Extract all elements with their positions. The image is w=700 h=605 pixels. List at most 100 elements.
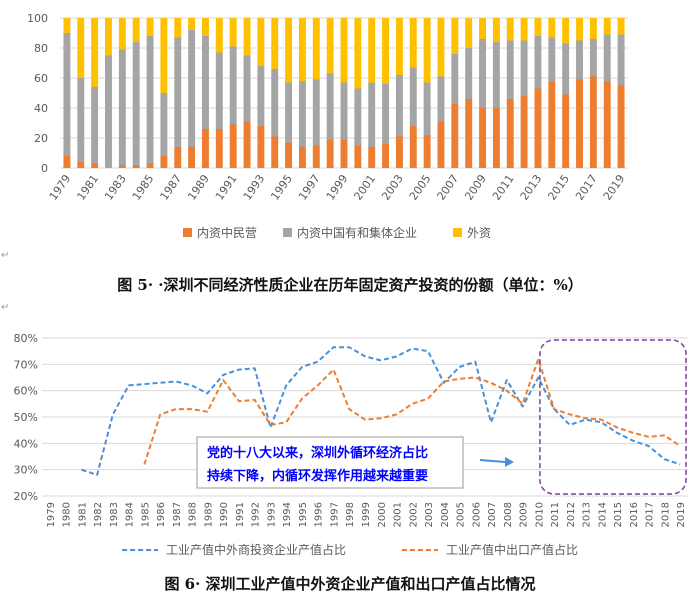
- bar-segment-2: [243, 55, 251, 122]
- x-tick-label: 1999: [324, 172, 351, 202]
- bar-segment-2: [215, 52, 223, 129]
- x-tick-label: 1985: [130, 172, 157, 202]
- x-tick-label: 1992: [251, 502, 262, 527]
- x-tick-label: 2005: [407, 172, 434, 202]
- legend-label: 内资中国有和集体企业: [297, 225, 417, 240]
- series-line-1: [81, 346, 681, 476]
- bar-segment-3: [506, 18, 514, 41]
- x-tick-label: 1999: [361, 502, 372, 527]
- x-tick-label: 1997: [329, 502, 340, 527]
- paragraph-mark: ↵: [1, 302, 10, 313]
- bar-segment-3: [160, 18, 168, 93]
- bar-segment-1: [77, 162, 85, 168]
- legend-label: 工业产值中外商投资企业产值占比: [166, 542, 346, 557]
- x-tick-label: 1990: [219, 502, 230, 527]
- x-tick-label: 2007: [487, 502, 498, 527]
- bar-segment-2: [257, 66, 265, 126]
- x-tick-label: 2005: [456, 502, 467, 527]
- bar-segment-3: [589, 18, 597, 39]
- bar-segment-3: [451, 18, 459, 54]
- annotation-text-line-1: 党的十八大以来，深圳外循环经济占比: [207, 445, 428, 461]
- x-tick-label: 1988: [188, 502, 199, 527]
- x-tick-label: 1989: [185, 172, 212, 202]
- bar-segment-3: [174, 18, 182, 38]
- x-tick-label: 2019: [676, 502, 687, 527]
- bar-segment-2: [520, 40, 528, 96]
- bar-segment-1: [368, 147, 376, 168]
- y-tick-label: 60: [34, 72, 48, 85]
- bar-segment-1: [354, 145, 362, 168]
- bar-segment-2: [465, 48, 473, 99]
- x-tick-label: 1986: [156, 502, 167, 527]
- x-tick-label: 1995: [298, 502, 309, 527]
- x-tick-label: 2016: [629, 502, 640, 527]
- bar-segment-2: [382, 84, 390, 144]
- bar-segment-3: [257, 18, 265, 66]
- bar-segment-2: [298, 81, 306, 147]
- fig6-caption: 图 6· 深圳工业产值中外资企业产值和出口产值占比情况: [164, 575, 536, 593]
- y-tick-label: 40%: [14, 437, 38, 450]
- x-tick-label: 1985: [140, 502, 151, 527]
- bar-segment-2: [174, 37, 182, 147]
- x-tick-label: 1983: [109, 502, 120, 527]
- bar-segment-2: [479, 39, 486, 108]
- bar-segment-3: [285, 18, 293, 83]
- bar-segment-3: [520, 18, 528, 41]
- bar-segment-1: [492, 108, 500, 168]
- bar-segment-3: [368, 18, 376, 83]
- annotation-text-line-2: 持续下降，内循环发挥作用越来越重要: [207, 468, 428, 484]
- bar-segment-3: [354, 18, 362, 89]
- x-tick-label: 2009: [519, 502, 530, 527]
- bar-segment-1: [243, 121, 251, 168]
- bar-segment-3: [215, 18, 223, 53]
- bar-segment-2: [576, 40, 583, 80]
- x-tick-label: 2017: [645, 502, 656, 527]
- x-tick-label: 2013: [582, 502, 593, 527]
- bar-segment-3: [382, 18, 390, 84]
- bar-segment-3: [312, 18, 320, 80]
- bar-segment-2: [188, 30, 196, 147]
- y-tick-label: 80: [34, 42, 48, 55]
- x-tick-label: 1981: [77, 502, 88, 527]
- bar-segment-3: [202, 18, 209, 36]
- bar-segment-2: [589, 39, 597, 77]
- bar-segment-3: [146, 18, 154, 36]
- bar-segment-2: [202, 36, 209, 129]
- x-tick-label: 2018: [660, 502, 671, 527]
- bar-segment-1: [465, 99, 473, 168]
- x-tick-label: 2007: [435, 172, 462, 202]
- bar-segment-2: [562, 43, 570, 95]
- y-tick-label: 50%: [14, 411, 38, 424]
- bar-segment-3: [576, 18, 583, 41]
- y-tick-label: 20%: [14, 490, 38, 503]
- legend-label: 工业产值中出口产值占比: [446, 542, 578, 557]
- bar-segment-1: [298, 147, 306, 168]
- bar-segment-3: [326, 18, 334, 74]
- bar-segment-2: [534, 36, 542, 89]
- x-tick-label: 1983: [102, 172, 129, 202]
- x-tick-label: 1991: [235, 502, 246, 527]
- annotation-box: [196, 436, 464, 489]
- bar-segment-2: [548, 37, 556, 81]
- x-tick-label: 1980: [62, 502, 73, 527]
- y-tick-label: 20: [34, 132, 48, 145]
- x-tick-label: 1995: [268, 172, 295, 202]
- bar-segment-1: [257, 126, 265, 168]
- bar-segment-1: [382, 144, 390, 168]
- bar-segment-2: [354, 88, 362, 146]
- legend-label: 内资中民营: [197, 225, 257, 240]
- bar-segment-2: [340, 82, 348, 140]
- x-tick-label: 2015: [545, 172, 572, 202]
- x-tick-label: 2008: [503, 502, 514, 527]
- bar-segment-2: [146, 36, 154, 164]
- x-tick-label: 1996: [314, 502, 325, 527]
- x-tick-label: 1987: [158, 172, 185, 202]
- x-tick-label: 1979: [47, 172, 74, 202]
- bar-segment-2: [132, 42, 140, 165]
- bar-segment-1: [562, 94, 570, 168]
- bar-segment-2: [91, 87, 99, 164]
- x-tick-label: 2011: [490, 172, 517, 202]
- x-tick-label: 2003: [379, 172, 406, 202]
- bar-segment-1: [188, 147, 196, 168]
- bar-segment-2: [603, 34, 611, 81]
